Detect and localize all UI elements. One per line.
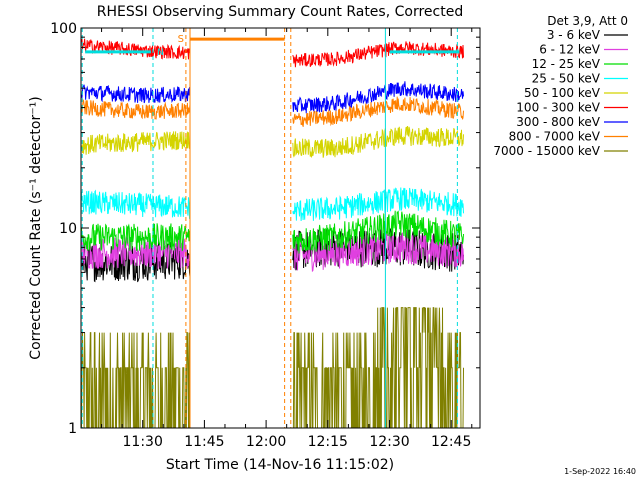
x-tick-label-4: 12:30: [369, 434, 409, 450]
y-axis-label: Corrected Count Rate (s⁻¹ detector⁻¹): [28, 96, 44, 359]
x-axis-label: Start Time (14-Nov-16 11:15:02): [166, 457, 394, 473]
series-line-3-seg0: [80, 189, 191, 219]
plot-area: SN: [80, 28, 464, 429]
legend-label-3: 25 - 50 keV: [532, 72, 601, 86]
series-line-3-seg1: [292, 187, 464, 222]
series-line-7-seg1: [292, 96, 464, 127]
y-tick-label-1: 10: [59, 221, 77, 237]
x-tick-label-2: 12:00: [246, 434, 286, 450]
x-tick-label-0: 11:30: [123, 434, 163, 450]
chart-title: RHESSI Observing Summary Count Rates, Co…: [97, 4, 463, 20]
legend-label-8: 7000 - 15000 keV: [493, 144, 600, 158]
series-line-4-seg1: [292, 125, 464, 159]
legend-header: Det 3,9, Att 0: [547, 14, 628, 28]
axes: 11:30 11:45 12:00 12:15 12:30 12:45 1 10 100: [50, 21, 481, 450]
series-line-1-seg1: [292, 232, 464, 273]
legend-label-2: 12 - 25 keV: [532, 57, 601, 71]
timestamp-label: 1-Sep-2022 16:40: [564, 467, 636, 476]
series-line-6-seg0: [80, 84, 191, 104]
series-line-2-seg1: [292, 210, 464, 254]
legend-label-4: 50 - 100 keV: [524, 86, 601, 100]
series-line-7-seg0: [80, 98, 191, 120]
x-tick-label-1: 11:45: [184, 434, 224, 450]
legend-label-7: 800 - 7000 keV: [509, 130, 601, 144]
x-tick-label-3: 12:15: [308, 434, 348, 450]
x-tick-label-5: 12:45: [431, 434, 471, 450]
night-flag-label: N: [157, 48, 164, 58]
legend-label-5: 100 - 300 keV: [516, 101, 600, 115]
series-line-4-seg0: [80, 131, 191, 155]
series-line-2-seg0: [80, 223, 191, 252]
legend-label-0: 3 - 6 keV: [547, 28, 601, 42]
series-line-1-seg0: [80, 235, 191, 270]
legend-label-6: 300 - 800 keV: [516, 115, 600, 129]
legend-label-1: 6 - 12 keV: [539, 43, 601, 57]
series-line-5-seg0: [80, 38, 191, 60]
saa-flag-label: S: [178, 34, 184, 45]
series-line-5-seg1: [292, 41, 464, 68]
y-tick-label-0: 1: [68, 421, 77, 437]
series-line-0-seg0: [80, 241, 191, 283]
y-tick-label-2: 100: [50, 21, 77, 37]
series-line-6-seg1: [292, 81, 464, 114]
